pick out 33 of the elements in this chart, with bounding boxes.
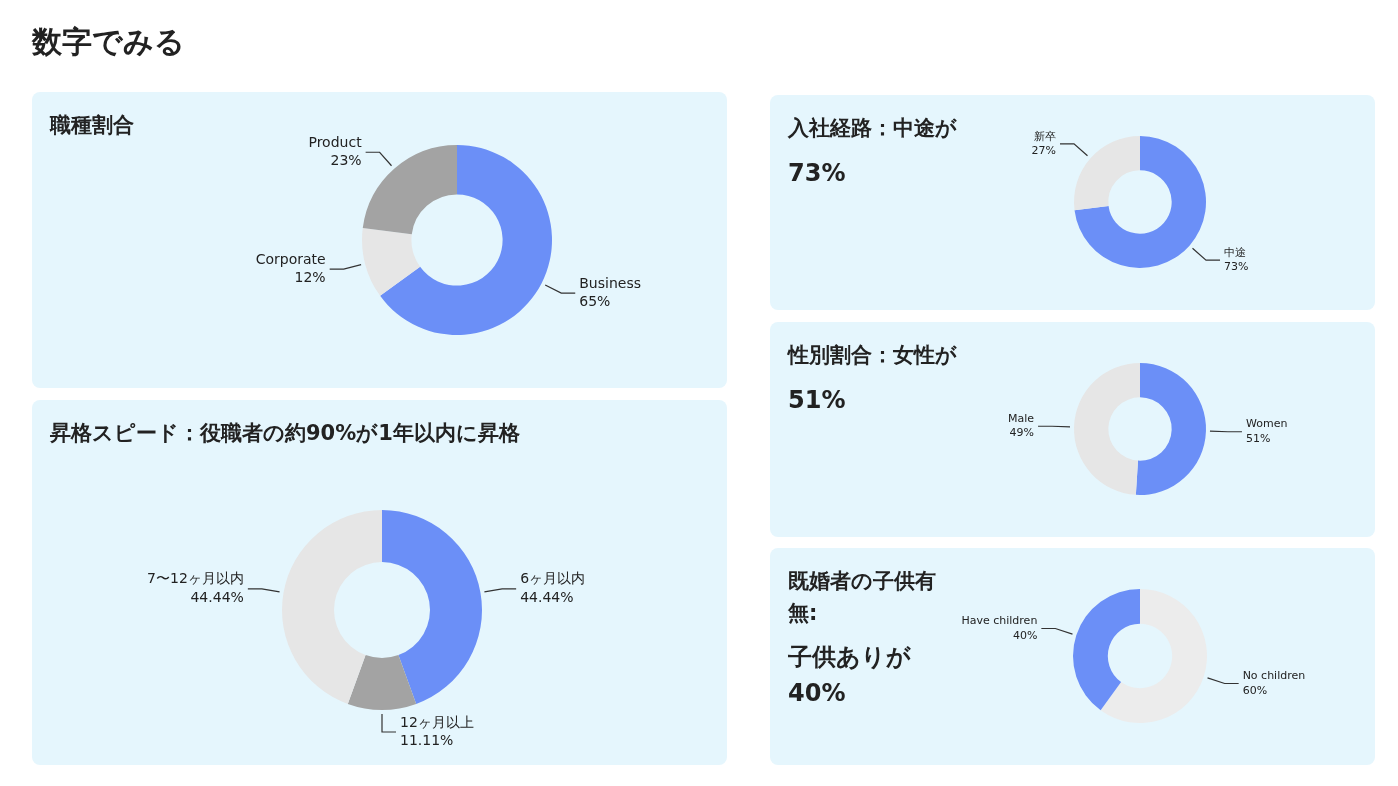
- data-label: 73%: [1224, 260, 1249, 274]
- text: 51%: [788, 384, 847, 416]
- data-label: 49%: [1009, 426, 1035, 440]
- chart-title: 職種割合: [50, 112, 134, 139]
- data-label: 12%: [294, 268, 326, 285]
- slice-label: Product: [308, 133, 363, 150]
- slice-label: Have children: [961, 614, 1038, 628]
- slice-label: Male: [1007, 411, 1035, 425]
- slice-label: 新卒: [1033, 129, 1056, 143]
- data-label: 65%: [579, 292, 611, 309]
- slice-label: 7〜12ヶ月以内: [147, 570, 244, 587]
- slice-label: 中途: [1224, 245, 1247, 259]
- data-label: 27%: [1031, 143, 1056, 157]
- text: 子供ありが40%: [788, 642, 912, 709]
- text: 数字でみる: [32, 23, 185, 61]
- slice-label: Women: [1245, 417, 1288, 431]
- data-label: 11.11%: [400, 731, 454, 748]
- chart-title: 既婚者の子供有無:: [788, 568, 937, 627]
- slice-label: Corporate: [255, 250, 326, 267]
- text: 73%: [788, 157, 847, 189]
- data-label: 60%: [1242, 683, 1268, 697]
- slice-label: Business: [579, 274, 641, 291]
- slice-label: 6ヶ月以内: [520, 570, 586, 587]
- data-label: 40%: [1012, 628, 1038, 642]
- slice-label: No children: [1242, 669, 1306, 683]
- data-label: 51%: [1245, 431, 1271, 445]
- chart-title: 入社経路：中途が: [788, 115, 957, 142]
- data-label: 44.44%: [520, 588, 574, 605]
- data-label: 44.44%: [190, 588, 244, 605]
- chart-title: 昇格スピード：役職者の約90%が1年以内に昇格: [50, 420, 520, 447]
- slice-label: 12ヶ月以上: [400, 713, 474, 730]
- data-label: 23%: [330, 151, 362, 168]
- chart-title: 性別割合：女性が: [788, 342, 957, 369]
